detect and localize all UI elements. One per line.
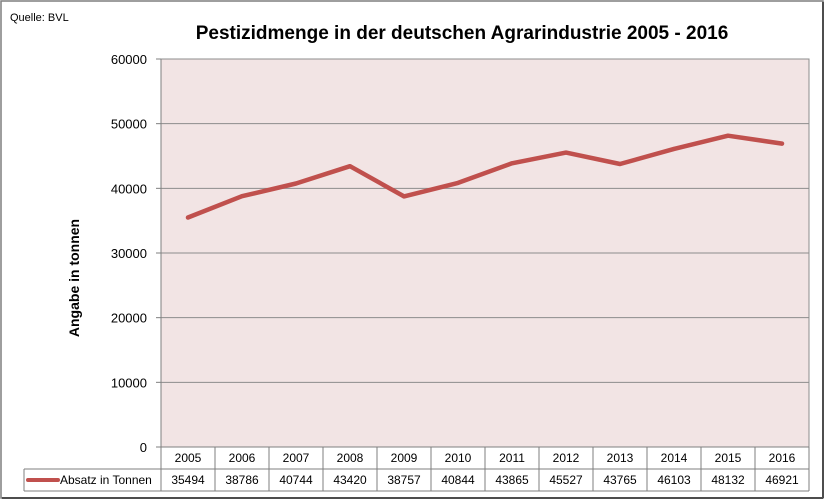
series-line (185, 133, 785, 220)
plot-area: 0 10000 20000 30000 40000 50000 60000 (111, 52, 810, 455)
y-tick-label: 10000 (111, 375, 147, 390)
x-tick-label: 2015 (715, 451, 742, 465)
y-tick-label: 0 (140, 440, 147, 455)
data-point (510, 161, 514, 166)
x-tick-label: 2013 (607, 451, 634, 465)
data-point (348, 164, 352, 169)
data-label: 40744 (279, 473, 313, 487)
x-tick-label: 2007 (283, 451, 310, 465)
data-point (456, 180, 460, 185)
y-tick-label: 20000 (111, 311, 147, 326)
x-tick-label: 2009 (391, 451, 418, 465)
data-point (402, 194, 406, 199)
data-point (780, 141, 784, 146)
data-point (294, 181, 298, 186)
x-tick-label: 2008 (337, 451, 364, 465)
data-label: 46921 (765, 473, 799, 487)
data-point (618, 161, 622, 166)
y-tick-label: 50000 (111, 117, 147, 132)
data-label: 38786 (225, 473, 259, 487)
x-tick-label: 2005 (175, 451, 202, 465)
data-point (564, 150, 568, 155)
data-label: 43765 (603, 473, 637, 487)
data-label: 43865 (495, 473, 529, 487)
x-tick-label: 2006 (229, 451, 256, 465)
x-tick-label: 2010 (445, 451, 472, 465)
data-table: 2005 35494 2006 38786 2007 40744 2008 43420 2009… (23, 446, 810, 492)
data-label: 40844 (441, 473, 475, 487)
source-note: Quelle: BVL (10, 12, 69, 24)
y-tick-label: 30000 (111, 246, 147, 261)
data-label: 45527 (549, 473, 583, 487)
data-point (672, 146, 676, 151)
data-label: 48132 (711, 473, 745, 487)
x-tick-label: 2014 (661, 451, 688, 465)
chart-title: Pestizidmenge in der deutschen Agrarindu… (196, 23, 729, 44)
data-label: 46103 (657, 473, 691, 487)
data-point (240, 194, 244, 199)
y-tick-label: 40000 (111, 181, 147, 196)
x-tick-label: 2011 (499, 451, 525, 465)
data-label: 38757 (387, 473, 421, 487)
legend-label: Absatz in Tonnen (60, 473, 152, 487)
x-tick-label: 2012 (553, 451, 580, 465)
x-tick-label: 2016 (769, 451, 796, 465)
data-point (726, 133, 730, 138)
data-label: 43420 (333, 473, 367, 487)
data-point (186, 215, 190, 220)
data-label: 35494 (171, 473, 205, 487)
y-tick-label: 60000 (111, 52, 147, 67)
y-axis-label: Angabe in tonnen (66, 219, 82, 337)
